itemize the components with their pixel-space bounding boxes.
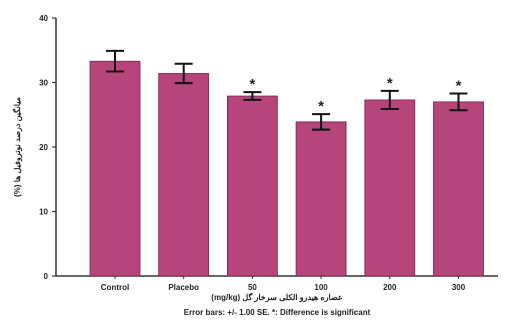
x-tick-label: 200 bbox=[383, 283, 397, 292]
bar-300 bbox=[433, 101, 484, 277]
y-tick-label: 10 bbox=[39, 208, 48, 217]
y-ticks: 0 10 20 30 40 bbox=[39, 14, 56, 281]
significance-markers: * * * * bbox=[249, 75, 461, 115]
x-tick-label: Placebo bbox=[168, 283, 199, 292]
error-bar-Control bbox=[106, 49, 124, 73]
y-tick-label: 40 bbox=[39, 14, 48, 23]
bar-200 bbox=[364, 99, 416, 277]
x-tick-label: 300 bbox=[452, 283, 466, 292]
error-bar-note: Error bars: +/- 1.00 SE. *: Difference i… bbox=[184, 308, 371, 317]
error-bar-Placebo bbox=[174, 62, 193, 85]
x-tick-label: 50 bbox=[248, 283, 257, 292]
error-bars bbox=[106, 49, 468, 131]
error-bar-100 bbox=[312, 113, 331, 131]
error-bar-300 bbox=[449, 92, 468, 112]
significance-star: * bbox=[387, 75, 393, 92]
x-tick-label: Control bbox=[101, 283, 129, 292]
x-tick-label: 100 bbox=[314, 283, 328, 292]
significance-star: * bbox=[456, 77, 462, 94]
y-tick-label: 0 bbox=[44, 272, 49, 281]
bars bbox=[89, 60, 484, 277]
bar-100 bbox=[295, 121, 347, 277]
x-tick-labels: Control Placebo 50 100 200 300 bbox=[101, 276, 466, 292]
error-bar-50 bbox=[243, 91, 262, 101]
significance-star: * bbox=[318, 98, 324, 115]
error-bar-200 bbox=[380, 89, 399, 110]
significance-star: * bbox=[249, 76, 255, 93]
y-tick-label: 20 bbox=[39, 143, 48, 152]
y-tick-label: 30 bbox=[39, 79, 48, 88]
x-axis-title: عصاره هیدرو الکلی سرخار گل (mg/kg) bbox=[211, 292, 343, 303]
y-axis-title: میانگین درصد نوتروفیل ها (%) bbox=[12, 97, 23, 197]
bar-50 bbox=[226, 95, 278, 277]
bar-Placebo bbox=[158, 73, 210, 277]
bar-Control bbox=[89, 60, 141, 277]
